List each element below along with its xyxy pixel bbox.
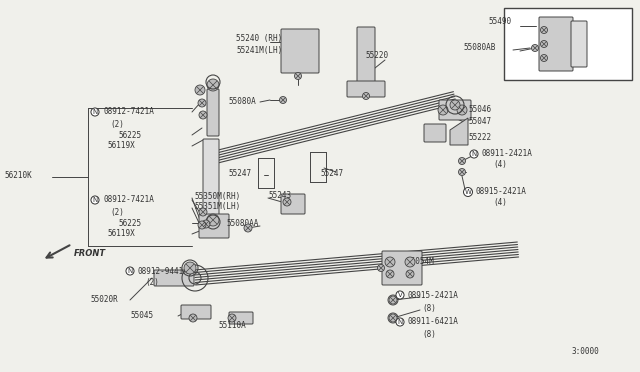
Circle shape <box>199 111 207 119</box>
Circle shape <box>458 169 465 176</box>
Circle shape <box>202 220 210 228</box>
Text: 08915-2421A: 08915-2421A <box>408 291 459 299</box>
Circle shape <box>378 264 385 272</box>
FancyBboxPatch shape <box>281 29 319 73</box>
Text: 55110A: 55110A <box>218 321 246 330</box>
Circle shape <box>207 79 219 91</box>
Circle shape <box>283 198 291 206</box>
Text: 55240 (RH): 55240 (RH) <box>236 33 282 42</box>
Text: (4): (4) <box>493 199 507 208</box>
Text: 55241M(LH): 55241M(LH) <box>236 45 282 55</box>
Text: N: N <box>127 268 132 274</box>
Circle shape <box>207 214 219 226</box>
Text: (8): (8) <box>422 304 436 312</box>
Text: 55351M(LH): 55351M(LH) <box>194 202 240 212</box>
Text: N: N <box>472 151 477 157</box>
Text: V: V <box>397 292 403 298</box>
Circle shape <box>198 99 206 107</box>
Text: N: N <box>397 319 403 325</box>
Text: 55045: 55045 <box>130 311 153 320</box>
Text: 55220: 55220 <box>365 51 388 60</box>
FancyBboxPatch shape <box>382 251 422 285</box>
FancyBboxPatch shape <box>347 81 385 97</box>
FancyBboxPatch shape <box>154 270 194 286</box>
Text: 08912-7421A: 08912-7421A <box>103 108 154 116</box>
Text: 55046: 55046 <box>468 105 491 113</box>
Text: 55247: 55247 <box>228 169 251 177</box>
Text: 08911-6421A: 08911-6421A <box>408 317 459 327</box>
Circle shape <box>189 314 197 322</box>
Text: (8): (8) <box>422 330 436 340</box>
FancyBboxPatch shape <box>571 21 587 67</box>
Text: 55222: 55222 <box>468 134 491 142</box>
FancyBboxPatch shape <box>207 89 219 136</box>
Circle shape <box>385 257 395 267</box>
Circle shape <box>386 270 394 278</box>
Circle shape <box>228 314 236 322</box>
Text: 55080AA: 55080AA <box>226 219 259 228</box>
Circle shape <box>184 262 196 274</box>
Text: 56225: 56225 <box>118 218 141 228</box>
Text: 56119X: 56119X <box>107 141 135 151</box>
Text: 55080AB: 55080AB <box>463 44 495 52</box>
Circle shape <box>541 55 547 61</box>
FancyBboxPatch shape <box>181 305 211 319</box>
Text: N: N <box>92 197 98 203</box>
Text: 56119X: 56119X <box>107 230 135 238</box>
FancyBboxPatch shape <box>357 27 375 89</box>
Text: 08912-7421A: 08912-7421A <box>103 196 154 205</box>
Circle shape <box>450 100 460 110</box>
Circle shape <box>531 45 538 51</box>
Text: 55047: 55047 <box>468 116 491 125</box>
Circle shape <box>280 96 287 103</box>
Text: 55350M(RH): 55350M(RH) <box>194 192 240 201</box>
Circle shape <box>458 157 465 164</box>
FancyBboxPatch shape <box>281 194 305 214</box>
FancyBboxPatch shape <box>203 139 219 216</box>
Text: 55020R: 55020R <box>90 295 118 305</box>
Circle shape <box>457 105 467 115</box>
FancyBboxPatch shape <box>439 100 471 120</box>
Text: (2): (2) <box>110 119 124 128</box>
Circle shape <box>541 41 547 48</box>
Circle shape <box>244 224 252 232</box>
Text: 55080A: 55080A <box>228 97 256 106</box>
Text: 08915-2421A: 08915-2421A <box>476 187 527 196</box>
Circle shape <box>389 314 397 322</box>
FancyBboxPatch shape <box>229 312 253 324</box>
Text: 55243: 55243 <box>268 192 291 201</box>
FancyBboxPatch shape <box>539 17 573 71</box>
Circle shape <box>541 26 547 33</box>
Circle shape <box>198 221 206 229</box>
Circle shape <box>294 73 301 80</box>
Text: (2): (2) <box>110 208 124 217</box>
Circle shape <box>405 257 415 267</box>
Circle shape <box>438 105 448 115</box>
Bar <box>504 8 632 80</box>
FancyBboxPatch shape <box>424 124 446 142</box>
Circle shape <box>362 93 369 99</box>
Text: 55054M: 55054M <box>406 257 434 266</box>
FancyBboxPatch shape <box>199 214 229 238</box>
Text: FRONT: FRONT <box>74 248 106 257</box>
Text: 55247: 55247 <box>320 169 343 177</box>
Text: (4): (4) <box>493 160 507 170</box>
Text: 08911-2421A: 08911-2421A <box>482 150 533 158</box>
Text: 3:0000: 3:0000 <box>572 347 600 356</box>
Text: 56225: 56225 <box>118 131 141 140</box>
Text: 08912-9441A: 08912-9441A <box>138 266 189 276</box>
Circle shape <box>199 208 207 216</box>
Circle shape <box>406 270 414 278</box>
Polygon shape <box>450 118 468 145</box>
Text: (2): (2) <box>145 278 159 286</box>
Text: W: W <box>465 189 472 195</box>
Circle shape <box>195 85 205 95</box>
Text: N: N <box>92 109 98 115</box>
Circle shape <box>389 296 397 304</box>
Text: 55490: 55490 <box>488 17 511 26</box>
Text: 56210K: 56210K <box>4 171 32 180</box>
